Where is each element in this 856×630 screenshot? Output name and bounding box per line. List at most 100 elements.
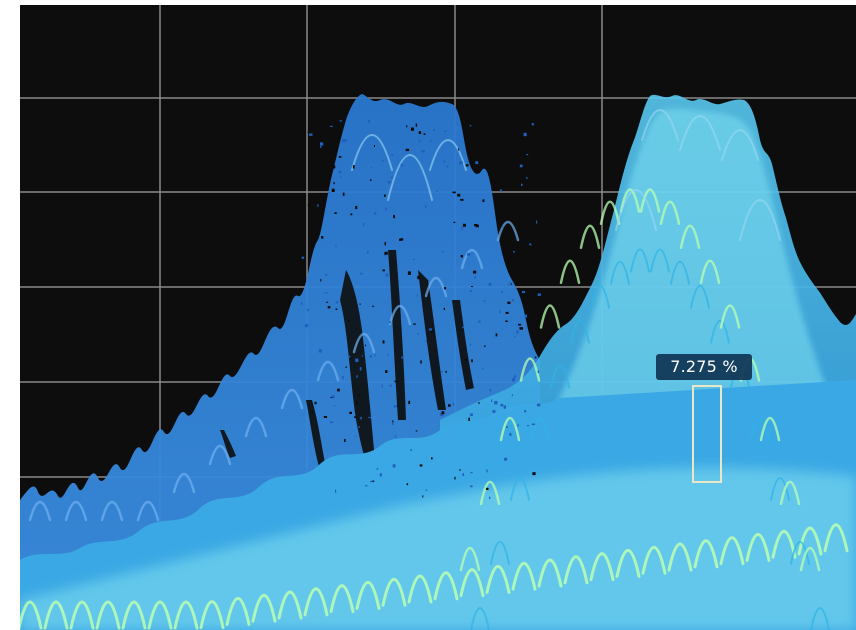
speckle-dot	[365, 485, 368, 487]
ripple-arc	[770, 477, 790, 501]
speckle-dot	[433, 129, 435, 132]
ripple-arc	[136, 500, 160, 522]
speckle-dot	[324, 292, 328, 294]
ripple-arc	[650, 248, 670, 273]
speckle-dot	[429, 140, 432, 142]
speckle-dot	[321, 236, 324, 239]
speckle-dot	[444, 287, 446, 290]
ripple-arc	[693, 539, 719, 569]
speckle-dot	[535, 122, 537, 125]
speckle-dot	[465, 164, 469, 167]
ripple-arc	[173, 600, 199, 630]
speckle-dot	[320, 279, 322, 282]
speckle-dot	[433, 335, 435, 338]
speckle-dot	[342, 192, 345, 196]
speckle-dot	[331, 188, 335, 192]
speckle-dot	[441, 251, 445, 253]
speckle-dot	[394, 380, 398, 383]
ripple-arc	[615, 189, 657, 231]
speckle-dot	[367, 251, 369, 254]
speckle-dot	[327, 306, 331, 309]
speckle-dot	[474, 276, 477, 279]
speckle-dot	[492, 410, 496, 413]
edge-speckle	[300, 120, 542, 499]
speckle-dot	[419, 464, 423, 467]
speckle-dot	[425, 489, 428, 491]
speckle-dot	[355, 358, 359, 362]
speckle-dot	[338, 156, 342, 158]
speckle-dot	[307, 131, 311, 134]
speckle-dot	[355, 205, 358, 210]
ripple-arc	[208, 444, 232, 466]
ripple-arc	[799, 547, 821, 572]
speckle-dot	[422, 495, 424, 498]
speckle-dot	[482, 199, 485, 203]
speckle-dot	[415, 430, 418, 432]
speckle-dot	[452, 402, 455, 406]
speckle-dot	[486, 469, 488, 473]
speckle-dot	[421, 149, 425, 153]
speckle-dot	[519, 327, 523, 330]
speckle-dot	[512, 278, 515, 281]
speckle-dot	[412, 258, 415, 261]
speckle-dot	[418, 139, 421, 142]
speckle-dot	[525, 177, 528, 179]
ripple-arc	[750, 417, 770, 442]
speckle-dot	[425, 204, 427, 209]
marker-box[interactable]	[692, 385, 722, 483]
speckle-dot	[467, 253, 471, 256]
speckle-dot	[462, 326, 464, 329]
ripple-arc	[810, 607, 830, 630]
speckle-dot	[384, 242, 386, 246]
speckle-dot	[531, 123, 534, 126]
speckle-dot	[355, 327, 358, 330]
ripple-arc	[771, 530, 797, 559]
speckle-dot	[538, 282, 542, 285]
speckle-dot	[494, 401, 498, 405]
speckle-dot	[425, 340, 427, 343]
speckle-dot	[469, 343, 472, 346]
speckle-dot	[470, 485, 473, 488]
ripple-arc	[719, 304, 741, 329]
speckle-dot	[441, 411, 445, 415]
speckle-dot	[335, 308, 338, 310]
speckle-dot	[400, 238, 404, 241]
speckle-dot	[335, 301, 339, 304]
speckle-dot	[486, 487, 489, 490]
speckle-dot	[484, 345, 486, 347]
speckle-dot	[509, 432, 512, 436]
ripple-arc	[719, 536, 745, 566]
speckle-dot	[478, 170, 480, 173]
speckle-dot	[462, 223, 466, 227]
ripple-arc	[537, 558, 563, 588]
ripple-arc	[510, 477, 530, 501]
ripple-arc	[95, 600, 121, 630]
speckle-dot	[488, 283, 492, 286]
speckle-dot	[318, 349, 322, 353]
speckle-dot	[354, 416, 357, 418]
ripple-arc	[641, 546, 667, 575]
speckle-dot	[333, 182, 335, 185]
ripple-arc	[316, 360, 340, 382]
ripple-arc	[550, 364, 570, 389]
speckle-dot	[332, 165, 336, 169]
speckle-dot	[445, 370, 447, 373]
speckle-dot	[300, 240, 303, 244]
speckle-dot	[443, 160, 445, 164]
speckle-dot	[317, 204, 319, 207]
speckle-dot	[428, 328, 433, 331]
speckle-dot	[337, 388, 340, 392]
ripple-arc	[20, 600, 43, 630]
speckle-dot	[514, 336, 516, 338]
ripple-arc	[121, 600, 147, 630]
ripple-arc	[615, 549, 641, 578]
speckle-dot	[529, 243, 532, 246]
ripple-arc	[100, 500, 124, 522]
speckle-dot	[335, 245, 337, 247]
speckle-dot	[322, 170, 324, 174]
speckle-dot	[420, 360, 422, 364]
speckle-dot	[436, 190, 438, 192]
speckle-dot	[400, 163, 403, 167]
speckle-dot	[410, 127, 414, 131]
ripple-arc	[329, 584, 355, 614]
